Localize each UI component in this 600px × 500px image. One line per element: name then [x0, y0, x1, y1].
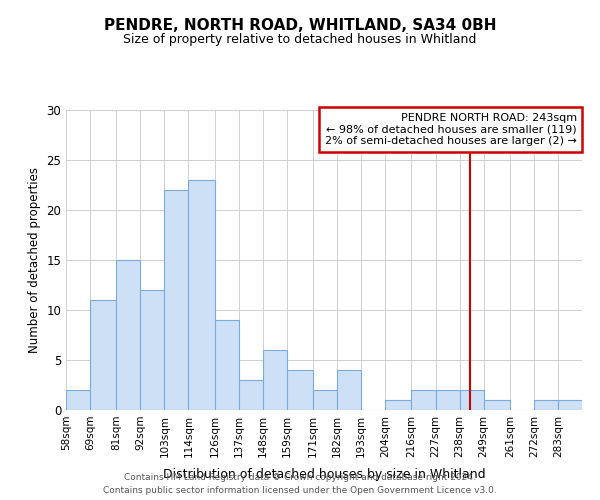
Bar [66, 390, 90, 410]
Bar [164, 190, 188, 410]
Bar [484, 400, 510, 410]
X-axis label: Distribution of detached houses by size in Whitland: Distribution of detached houses by size … [163, 468, 485, 481]
Bar [90, 300, 116, 410]
Bar [287, 370, 313, 410]
Bar [558, 400, 582, 410]
Bar [534, 400, 558, 410]
Bar [215, 320, 239, 410]
Bar [188, 180, 215, 410]
Bar [385, 400, 412, 410]
Text: Contains HM Land Registry data © Crown copyright and database right 2024.: Contains HM Land Registry data © Crown c… [124, 472, 476, 482]
Bar [337, 370, 361, 410]
Bar [412, 390, 436, 410]
Text: PENDRE NORTH ROAD: 243sqm
← 98% of detached houses are smaller (119)
2% of semi-: PENDRE NORTH ROAD: 243sqm ← 98% of detac… [325, 113, 577, 146]
Bar [263, 350, 287, 410]
Text: PENDRE, NORTH ROAD, WHITLAND, SA34 0BH: PENDRE, NORTH ROAD, WHITLAND, SA34 0BH [104, 18, 496, 32]
Bar [140, 290, 164, 410]
Y-axis label: Number of detached properties: Number of detached properties [28, 167, 41, 353]
Bar [239, 380, 263, 410]
Bar [460, 390, 484, 410]
Text: Contains public sector information licensed under the Open Government Licence v3: Contains public sector information licen… [103, 486, 497, 495]
Bar [116, 260, 140, 410]
Text: Size of property relative to detached houses in Whitland: Size of property relative to detached ho… [124, 32, 476, 46]
Bar [436, 390, 460, 410]
Bar [313, 390, 337, 410]
